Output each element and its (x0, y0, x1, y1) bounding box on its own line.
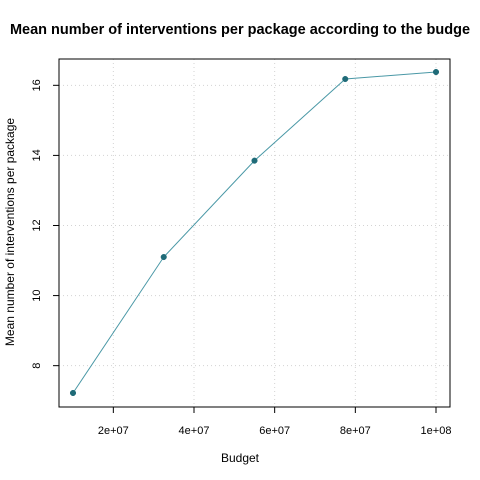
y-tick-label: 16 (31, 79, 43, 91)
y-tick-label: 14 (31, 149, 43, 161)
y-tick-label: 10 (31, 289, 43, 301)
plot-frame (58, 58, 451, 408)
x-tick-label: 2e+07 (98, 425, 129, 437)
data-point (251, 157, 258, 164)
x-tick-label: 1e+08 (421, 425, 452, 437)
y-tick-label: 12 (31, 219, 43, 231)
x-axis-label: Budget (220, 451, 260, 465)
x-tick-label: 8e+07 (340, 425, 371, 437)
data-point (342, 75, 349, 83)
data-point (432, 68, 440, 76)
chart-title: Mean number of interventions per package… (9, 22, 471, 38)
data-point (160, 253, 167, 261)
data-point (69, 389, 77, 397)
x-tick-label: 4e+07 (179, 425, 210, 437)
x-tick-label: 6e+07 (259, 425, 290, 437)
y-tick-label: 8 (31, 363, 43, 369)
series-line (72, 71, 437, 394)
